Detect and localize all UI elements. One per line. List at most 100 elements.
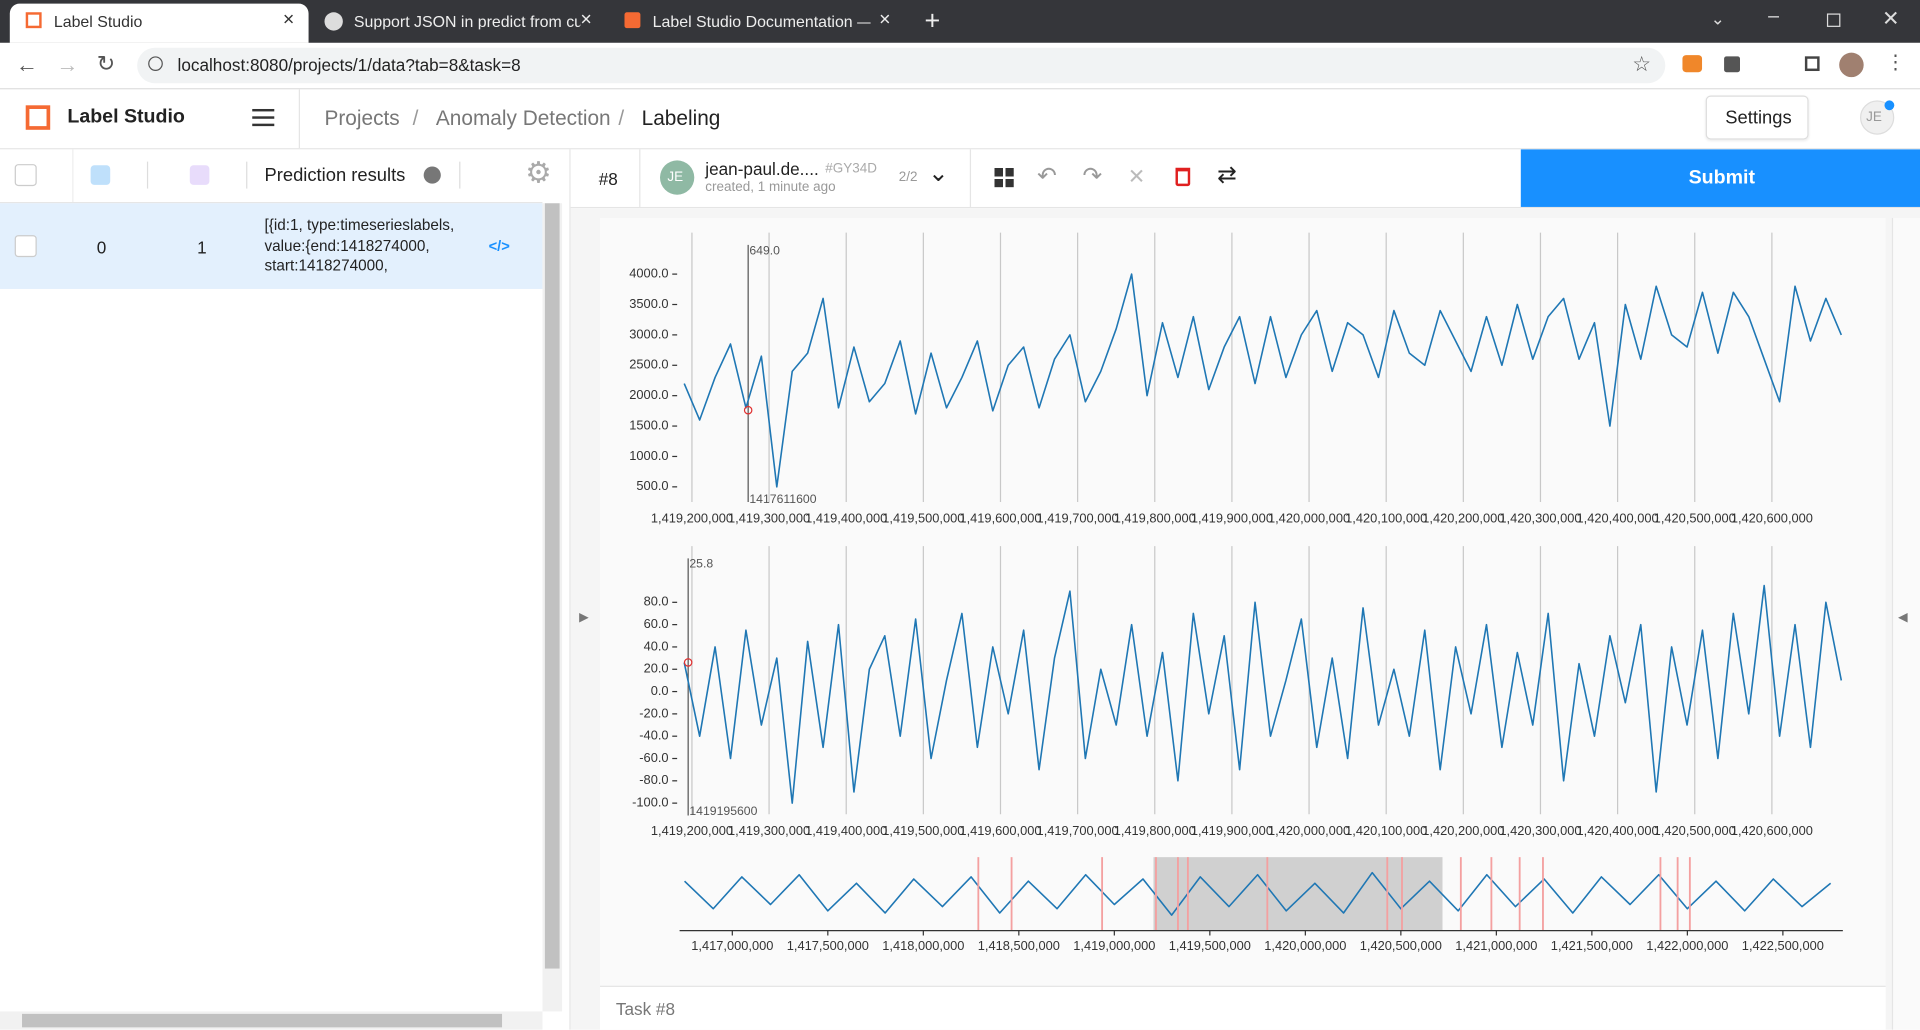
site-info[interactable]	[148, 56, 163, 72]
tab-close[interactable]: ×	[879, 9, 891, 31]
reload[interactable]: ↻	[96, 51, 116, 76]
tab-search[interactable]: ⌄	[1710, 8, 1725, 29]
h-scroll-thumb[interactable]	[22, 1013, 503, 1028]
x-tick-label: 1,417,500,000	[787, 938, 869, 953]
maximize[interactable]	[1826, 13, 1841, 27]
annotation-id: #GY34D	[825, 161, 877, 177]
help-icon[interactable]	[423, 166, 441, 184]
col-divider	[246, 161, 248, 189]
grid-view[interactable]	[994, 167, 1014, 188]
footer-task: Task #8	[615, 999, 676, 1019]
app-name[interactable]: Label Studio	[67, 106, 185, 128]
url[interactable]: localhost:8080/projects/1/data?tab=8&tas…	[177, 55, 521, 75]
forward[interactable]: →	[56, 52, 79, 78]
select-all[interactable]	[14, 164, 37, 187]
x-tick-label: 1,420,400,000	[1577, 511, 1659, 526]
hamburger[interactable]	[252, 108, 275, 112]
tab-favicon	[25, 12, 42, 29]
menu[interactable]: ⋮	[1885, 52, 1906, 74]
profile[interactable]	[1839, 52, 1864, 78]
x-tick-label: 1,419,600,000	[959, 511, 1041, 526]
series-line	[683, 584, 1843, 804]
extensions[interactable]	[1724, 56, 1741, 73]
new-tab[interactable]: +	[924, 4, 941, 36]
delete[interactable]	[1175, 167, 1191, 187]
predictions-icon[interactable]	[189, 165, 210, 185]
reset[interactable]: ✕	[1127, 165, 1146, 189]
task-id: #8	[598, 168, 618, 189]
annotations-icon[interactable]	[90, 165, 111, 185]
logo[interactable]	[25, 105, 51, 130]
side-strip	[1891, 217, 1920, 1030]
breadcrumb[interactable]: Anomaly Detection	[435, 106, 611, 130]
x-tick-label: 1,419,700,000	[1037, 823, 1119, 838]
annotation-switch[interactable]: ⌄	[928, 160, 949, 188]
tab-title[interactable]: Support JSON in predict from cu	[353, 13, 581, 30]
redo[interactable]: ↷	[1082, 164, 1102, 190]
notification-dot	[1884, 100, 1895, 111]
x-tick-label: 1,420,100,000	[1345, 511, 1427, 526]
settings-label[interactable]: Settings	[1725, 107, 1792, 129]
x-tick-label: 1,422,500,000	[1742, 938, 1824, 953]
collapse-right[interactable]: ◀	[1897, 611, 1908, 625]
submit-label[interactable]: Submit	[1688, 167, 1755, 189]
cursor-value: 649.0	[749, 243, 780, 257]
column-header[interactable]: Prediction results	[264, 165, 406, 187]
window-close[interactable]: ✕	[1882, 7, 1900, 31]
collapse-left[interactable]: ▶	[579, 611, 589, 625]
y-tick-label: 60.0	[644, 616, 669, 631]
omnibox[interactable]	[137, 47, 1666, 84]
x-tick-label: 1,419,900,000	[1191, 823, 1273, 838]
x-tick-label: 1,420,000,000	[1268, 511, 1350, 526]
y-tick-label: 1500.0	[629, 417, 668, 432]
y-tick-label: 80.0	[644, 594, 669, 609]
y-tick-label: 1000.0	[629, 448, 668, 463]
x-tick-label: 1,419,200,000	[651, 511, 733, 526]
cursor-point	[683, 658, 693, 667]
row-checkbox[interactable]	[14, 235, 37, 258]
x-tick-label: 1,419,500,000	[1169, 938, 1251, 953]
compare[interactable]: ⇄	[1217, 162, 1237, 189]
back[interactable]: ←	[15, 52, 38, 78]
x-tick-label: 1,420,200,000	[1422, 511, 1504, 526]
y-tick-label: 500.0	[636, 478, 668, 493]
scroll-thumb[interactable]	[544, 203, 560, 969]
breadcrumb[interactable]: Projects	[324, 106, 400, 130]
tab-title: Label Studio	[53, 12, 143, 31]
bookmark[interactable]: ☆	[1632, 52, 1651, 76]
code-icon[interactable]: </>	[488, 237, 510, 255]
minimize[interactable]: –	[1768, 6, 1780, 27]
tab-close[interactable]: ×	[580, 9, 592, 31]
footer	[600, 985, 1886, 1030]
extension[interactable]	[1682, 55, 1703, 73]
columns-settings[interactable]: ⚙	[525, 156, 552, 190]
tab-close[interactable]: ×	[282, 9, 295, 31]
settings-button[interactable]	[1705, 95, 1809, 140]
x-tick-label: 1,419,200,000	[651, 823, 733, 838]
undo[interactable]: ↶	[1037, 164, 1057, 190]
y-tick-label: 4000.0	[629, 265, 668, 280]
y-tick-label: 2000.0	[629, 387, 668, 402]
avatar-initials[interactable]: JE	[1866, 110, 1882, 125]
tab-favicon	[624, 12, 641, 29]
side-panel[interactable]	[1804, 56, 1820, 72]
y-tick-label: 0.0	[651, 683, 669, 698]
table-row[interactable]	[0, 203, 543, 289]
divider	[639, 149, 641, 207]
app-header	[0, 89, 1920, 150]
active-tab[interactable]	[9, 3, 309, 43]
cell: 1	[197, 237, 207, 258]
submit-button[interactable]	[1520, 149, 1920, 207]
data-panel	[0, 149, 571, 1030]
breadcrumb-separator: /	[412, 106, 419, 130]
x-tick-label: 1,419,800,000	[1114, 823, 1196, 838]
x-tick-label: 1,418,500,000	[978, 938, 1060, 953]
cursor-time: 1417611600	[749, 492, 816, 506]
x-tick-label: 1,420,400,000	[1577, 823, 1659, 838]
x-tick-label: 1,420,300,000	[1499, 511, 1581, 526]
x-tick-label: 1,420,500,000	[1360, 938, 1442, 953]
x-tick-label: 1,419,000,000	[1073, 938, 1155, 953]
tab-title[interactable]: Label Studio Documentation — l	[652, 13, 871, 30]
